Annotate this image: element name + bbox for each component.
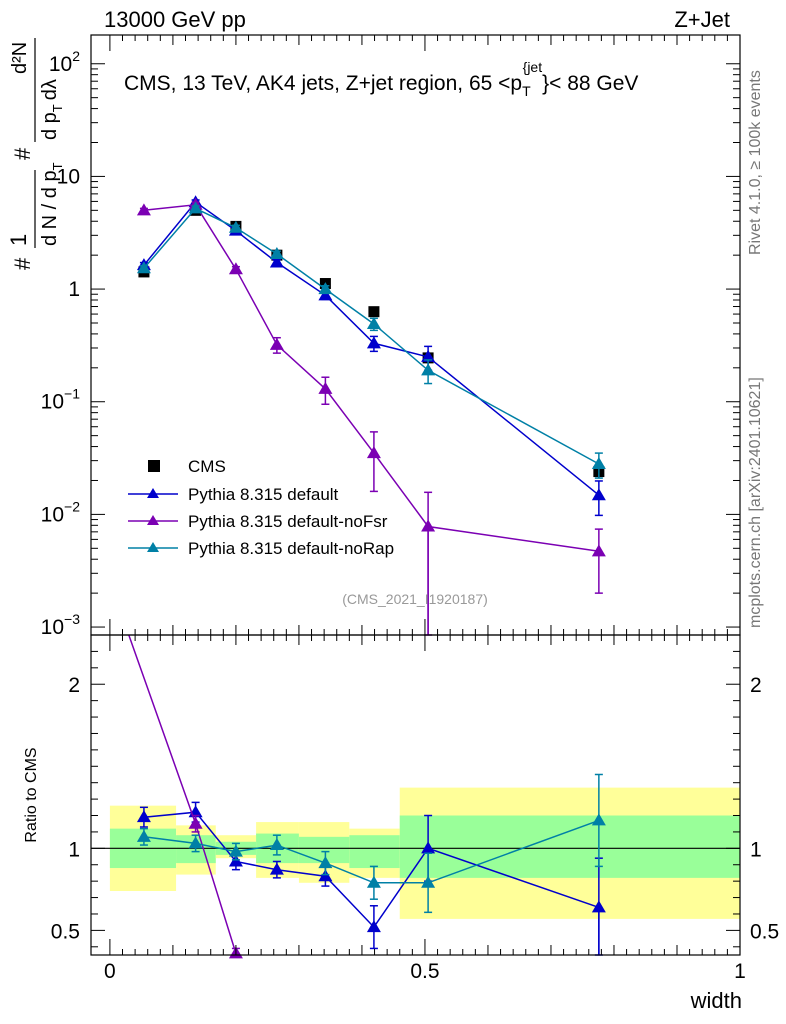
legend-label-norap: Pythia 8.315 default-noRap bbox=[188, 539, 394, 558]
ratio-plot-frame bbox=[90, 634, 741, 956]
data-point-nofsr bbox=[366, 446, 381, 459]
data-point-norap bbox=[188, 201, 203, 214]
ratio-line-default bbox=[143, 811, 600, 929]
main-title: CMS, 13 TeV, AK4 jets, Z+jet region, 65 … bbox=[124, 59, 638, 99]
legend-label-cms: CMS bbox=[188, 457, 226, 476]
x-tick-label: 0 bbox=[104, 960, 116, 983]
data-point-norap bbox=[228, 220, 243, 233]
ratio-ylabel: Ratio to CMS bbox=[23, 747, 40, 842]
main-ytick-label: 1 bbox=[68, 278, 80, 301]
ratio-point-default bbox=[591, 900, 606, 913]
main-ytick-label: 10−2 bbox=[41, 498, 81, 526]
legend-entry-norap: Pythia 8.315 default-noRap bbox=[128, 539, 394, 558]
ratio-point-norap bbox=[421, 875, 436, 888]
main-ylabel: # 1 d N / d pT # d²N d pTdλ bbox=[6, 38, 65, 270]
svg-text:d²N: d²N bbox=[9, 42, 31, 74]
legend-marker-cms bbox=[148, 460, 160, 472]
ratio-ytick-label-right: 2 bbox=[750, 674, 762, 697]
rivet-label: Rivet 4.1.0, ≥ 100k events bbox=[747, 70, 764, 255]
data-point-default bbox=[366, 336, 381, 349]
legend-marker-nofsr bbox=[147, 515, 159, 525]
legend-entry-nofsr: Pythia 8.315 default-noFsr bbox=[128, 512, 388, 531]
data-point-norap bbox=[366, 316, 381, 329]
x-tick-label: 0.5 bbox=[410, 960, 439, 983]
series-nofsr bbox=[136, 197, 606, 636]
data-point-norap bbox=[136, 261, 151, 274]
ratio-point-norap bbox=[318, 856, 333, 869]
ratio-point-default bbox=[269, 862, 284, 875]
header-left: 13000 GeV pp bbox=[104, 7, 246, 32]
x-tick-label: 1 bbox=[734, 960, 746, 983]
data-point-norap bbox=[318, 282, 333, 295]
ratio-ytick-label-left: 0.5 bbox=[51, 920, 80, 943]
ratio-line-nofsr bbox=[128, 634, 237, 954]
ratio-point-default bbox=[421, 841, 436, 854]
ratio-ytick-label-left: 1 bbox=[68, 838, 80, 861]
svg-text:1: 1 bbox=[6, 234, 31, 246]
ratio-series-norap bbox=[136, 773, 606, 914]
ratio-ytick-label-right: 0.5 bbox=[750, 920, 779, 943]
x-axis-label: width bbox=[690, 988, 742, 1013]
ratio-ytick-label-right: 1 bbox=[750, 838, 762, 861]
legend: CMS Pythia 8.315 default Pythia 8.315 de… bbox=[128, 457, 394, 558]
ratio-point-default bbox=[136, 810, 151, 823]
ratio-series-nofsr bbox=[128, 634, 243, 959]
series-line-norap bbox=[143, 207, 600, 465]
data-point-default bbox=[421, 349, 436, 362]
data-point-nofsr bbox=[421, 519, 436, 532]
svg-text:#: # bbox=[10, 147, 35, 160]
analysis-watermark: (CMS_2021_I1920187) bbox=[342, 591, 488, 607]
legend-entry-default: Pythia 8.315 default bbox=[128, 485, 339, 504]
ratio-point-norap bbox=[591, 813, 606, 826]
data-point-nofsr bbox=[136, 203, 151, 216]
main-ytick-label: 102 bbox=[49, 48, 80, 76]
data-point-norap bbox=[591, 457, 606, 470]
ratio-ytick-label-left: 2 bbox=[68, 674, 80, 697]
data-point-nofsr bbox=[591, 544, 606, 557]
ratio-point-norap bbox=[136, 829, 151, 842]
svg-text:d pTdλ: d pTdλ bbox=[39, 79, 65, 140]
svg-text:d N / d pT: d N / d pT bbox=[39, 162, 65, 246]
legend-marker-default bbox=[147, 488, 159, 498]
legend-marker-norap bbox=[147, 542, 159, 552]
mcplots-label: mcplots.cern.ch [arXiv:2401.10621] bbox=[747, 377, 764, 628]
data-point-default bbox=[318, 288, 333, 301]
main-ytick-label: 10−3 bbox=[41, 611, 81, 639]
data-point-default bbox=[269, 255, 284, 268]
svg-text:#: # bbox=[10, 257, 35, 270]
data-point-cms bbox=[368, 306, 380, 318]
data-point-nofsr bbox=[228, 262, 243, 275]
ratio-point-norap bbox=[188, 836, 203, 849]
ratio-point-norap bbox=[269, 838, 284, 851]
ratio-line-norap bbox=[143, 819, 600, 884]
header-right: Z+Jet bbox=[674, 7, 730, 32]
ratio-band-green bbox=[399, 815, 740, 878]
data-point-norap bbox=[421, 363, 436, 376]
legend-label-default: Pythia 8.315 default bbox=[188, 485, 339, 504]
data-point-nofsr bbox=[269, 337, 284, 350]
ratio-point-norap bbox=[228, 844, 243, 857]
legend-label-nofsr: Pythia 8.315 default-noFsr bbox=[188, 512, 388, 531]
ratio-point-nofsr bbox=[188, 816, 203, 829]
ratio-band-green bbox=[349, 835, 400, 869]
main-ytick-label: 10 bbox=[57, 165, 80, 188]
data-point-default bbox=[591, 488, 606, 501]
legend-entry-cms: CMS bbox=[148, 457, 226, 476]
ratio-point-default bbox=[366, 920, 381, 933]
data-point-norap bbox=[269, 246, 284, 259]
main-ytick-label: 10−1 bbox=[41, 386, 81, 414]
series-line-nofsr bbox=[143, 204, 600, 553]
data-point-nofsr bbox=[318, 381, 333, 394]
series-norap bbox=[136, 201, 606, 479]
ratio-point-norap bbox=[366, 875, 381, 888]
